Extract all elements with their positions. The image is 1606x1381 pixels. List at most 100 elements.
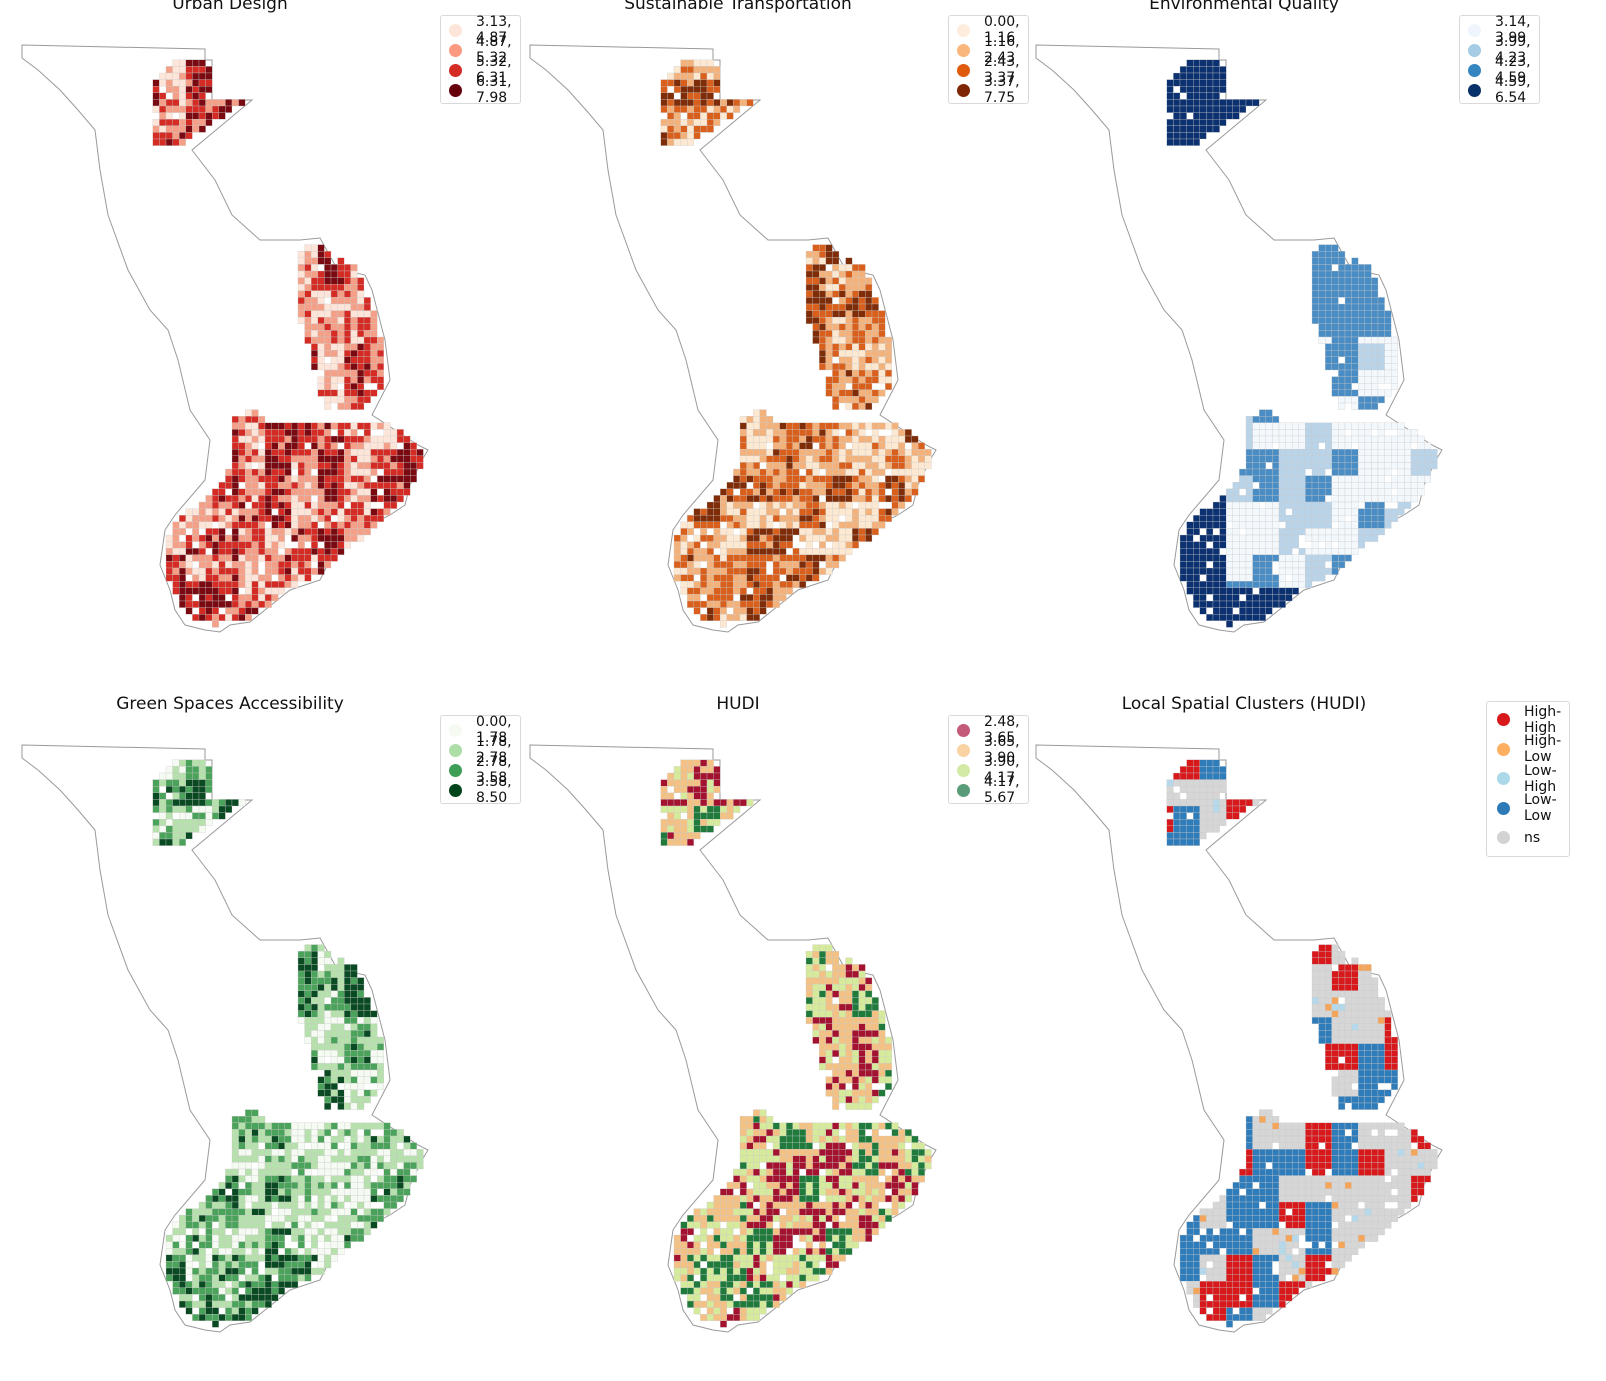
grid-cell <box>1193 541 1200 549</box>
grid-cell <box>311 1241 318 1249</box>
grid-cell <box>1351 541 1359 549</box>
grid-cell <box>739 1267 747 1275</box>
grid-cell <box>238 1307 246 1315</box>
grid-cell <box>238 455 246 463</box>
grid-cell <box>357 310 365 318</box>
grid-cell <box>1173 105 1181 113</box>
grid-cell <box>225 1261 233 1269</box>
grid-cell <box>871 303 879 311</box>
grid-cell <box>1397 462 1405 470</box>
grid-cell <box>766 1215 774 1222</box>
grid-cell <box>1265 409 1273 417</box>
grid-cell <box>258 468 266 476</box>
grid-cell <box>357 422 365 430</box>
grid-cell <box>238 508 246 516</box>
grid-cell <box>271 1195 279 1203</box>
grid-cell <box>693 587 701 595</box>
grid-cell <box>1298 429 1306 437</box>
grid-cell <box>264 1129 272 1137</box>
grid-cell <box>825 1168 833 1176</box>
grid-cell <box>152 825 160 833</box>
grid-cell <box>350 1234 358 1242</box>
grid-cell <box>225 1241 233 1249</box>
grid-cell <box>179 66 186 74</box>
grid-cell <box>337 429 345 437</box>
grid-cell <box>832 561 840 569</box>
grid-cell <box>251 1228 259 1236</box>
grid-cell <box>812 521 820 529</box>
grid-cell <box>1239 607 1247 615</box>
grid-cell <box>786 1142 793 1150</box>
grid-cell <box>693 1241 701 1249</box>
grid-cell <box>700 779 708 787</box>
grid-cell <box>212 620 219 628</box>
grid-cell <box>159 812 167 820</box>
grid-cell <box>726 488 734 496</box>
grid-cell <box>205 105 213 113</box>
grid-cell <box>258 1195 266 1203</box>
grid-cell <box>1371 501 1379 509</box>
grid-cell <box>1292 521 1299 529</box>
grid-cell <box>1397 435 1405 443</box>
grid-cell <box>687 759 694 767</box>
grid-cell <box>819 1030 826 1038</box>
grid-cell <box>891 442 899 450</box>
grid-cell <box>212 1287 219 1295</box>
grid-cell <box>205 72 213 80</box>
grid-cell <box>357 343 365 351</box>
grid-cell <box>832 977 840 985</box>
grid-cell <box>330 389 338 397</box>
grid-cell <box>878 317 886 324</box>
grid-cell <box>680 587 688 595</box>
grid-cell <box>350 1050 358 1057</box>
grid-cell <box>324 501 332 509</box>
grid-cell <box>324 290 332 298</box>
grid-cell <box>1245 475 1253 483</box>
grid-cell <box>304 317 312 324</box>
grid-cell <box>258 1149 266 1156</box>
grid-cell <box>786 1188 793 1196</box>
grid-cell <box>871 343 879 351</box>
grid-cell <box>852 330 859 338</box>
grid-cell <box>819 264 826 272</box>
grid-cell <box>805 1155 813 1163</box>
grid-cell <box>753 1116 760 1123</box>
grid-cell <box>350 534 358 542</box>
grid-cell <box>819 1248 826 1255</box>
grid-cell <box>251 581 259 588</box>
grid-cell <box>799 1254 807 1262</box>
grid-cell <box>231 1149 239 1156</box>
grid-cell <box>1325 567 1332 575</box>
grid-cell <box>324 970 332 978</box>
grid-cell <box>1338 290 1346 298</box>
grid-cell <box>832 270 840 278</box>
grid-cell <box>350 1003 358 1011</box>
grid-cell <box>1384 389 1392 397</box>
grid-cell <box>1364 317 1372 324</box>
grid-cell <box>799 455 807 463</box>
grid-cell <box>1358 389 1365 397</box>
grid-cell <box>172 66 180 74</box>
grid-cell <box>891 475 899 483</box>
grid-cell <box>1193 581 1200 588</box>
grid-cell <box>858 343 866 351</box>
grid-cell <box>271 528 279 536</box>
grid-cell <box>258 488 266 496</box>
grid-cell <box>766 1201 774 1209</box>
grid-cell <box>898 435 906 443</box>
grid-cell <box>344 964 351 972</box>
grid-cell <box>330 1089 338 1097</box>
grid-cell <box>766 429 774 437</box>
grid-cell <box>344 984 351 991</box>
grid-cell <box>403 1142 411 1150</box>
grid-cell <box>693 561 701 569</box>
grid-cell <box>198 1294 206 1302</box>
grid-cell <box>812 1221 820 1229</box>
grid-cell <box>337 977 345 985</box>
grid-cell <box>1364 389 1372 397</box>
grid-cell <box>1278 449 1286 456</box>
grid-cell <box>1212 594 1220 602</box>
grid-cell <box>317 257 325 265</box>
grid-cell <box>720 534 727 542</box>
grid-cell <box>772 1294 780 1302</box>
